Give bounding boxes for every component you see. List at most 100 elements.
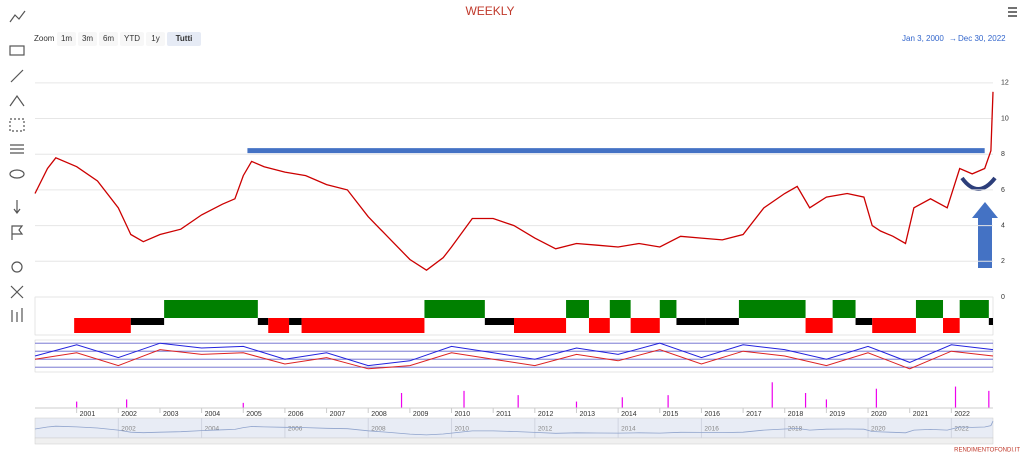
x-tick-label: 2007 bbox=[330, 411, 346, 418]
x-tick-label: 2008 bbox=[371, 411, 387, 418]
zoom-button[interactable] bbox=[57, 32, 76, 46]
zoom-button-label[interactable]: Tutti bbox=[176, 34, 193, 43]
volume-bar bbox=[463, 390, 465, 408]
zoom-button-label[interactable]: 6m bbox=[103, 34, 114, 43]
signal-block bbox=[630, 318, 660, 333]
volume-bar bbox=[242, 402, 244, 408]
signal-block bbox=[257, 318, 269, 325]
signal-block bbox=[566, 300, 589, 318]
zoom-button[interactable] bbox=[78, 32, 97, 46]
tool-icon[interactable] bbox=[9, 10, 26, 23]
x-tick-label: 2011 bbox=[496, 411, 511, 418]
range-from: Jan 3, 2000 bbox=[902, 34, 944, 43]
signal-block bbox=[164, 300, 258, 318]
signal-block bbox=[424, 300, 485, 318]
oscillator-panel bbox=[34, 339, 994, 373]
range-to: Dec 30, 2022 bbox=[958, 34, 1006, 43]
arrow-annotation bbox=[972, 202, 998, 268]
x-tick-label: 2017 bbox=[746, 411, 762, 418]
tool-icon[interactable] bbox=[9, 169, 25, 179]
navigator-tick-label: 2008 bbox=[371, 426, 386, 433]
volume-bar bbox=[126, 399, 128, 408]
volume-bar bbox=[621, 397, 623, 408]
signal-block bbox=[705, 318, 739, 325]
oscillator-line bbox=[34, 342, 994, 367]
x-tick-label: 2010 bbox=[455, 411, 471, 418]
signal-block bbox=[514, 318, 567, 333]
tool-icon[interactable] bbox=[9, 45, 25, 56]
navigator-tick-label: 2006 bbox=[288, 426, 303, 433]
zoom-button[interactable] bbox=[99, 32, 118, 46]
x-tick-label: 2013 bbox=[579, 411, 595, 418]
zoom-button-label[interactable]: YTD bbox=[124, 34, 140, 43]
signal-block bbox=[659, 300, 677, 318]
y-tick-label: 2 bbox=[1001, 258, 1005, 265]
signal-block bbox=[738, 300, 806, 318]
tool-icon[interactable] bbox=[11, 261, 23, 273]
volume-bar bbox=[954, 386, 957, 408]
x-tick-label: 2002 bbox=[121, 411, 137, 418]
volume-bar bbox=[667, 395, 669, 408]
signal-block bbox=[872, 318, 916, 333]
tool-icon[interactable] bbox=[10, 144, 24, 154]
zoom-button-label[interactable]: 1m bbox=[61, 34, 72, 43]
chart-title: WEEKLY bbox=[465, 4, 514, 18]
y-tick-label: 12 bbox=[1001, 80, 1009, 87]
signal-block bbox=[915, 300, 944, 318]
footer: RENDIMENTOFONDI.IT bbox=[954, 448, 1020, 454]
x-tick-label: 2019 bbox=[829, 411, 845, 418]
y-tick-label: 4 bbox=[1001, 222, 1005, 229]
signal-block bbox=[301, 318, 425, 333]
tool-icon[interactable] bbox=[9, 118, 25, 132]
signal-block bbox=[676, 318, 706, 325]
x-tick-label: 2016 bbox=[704, 411, 720, 418]
tool-icon[interactable] bbox=[13, 200, 21, 214]
navigator-tick-label: 2022 bbox=[954, 426, 969, 433]
toolbar[interactable] bbox=[9, 10, 26, 322]
volume-bar bbox=[875, 388, 877, 408]
y-tick-label: 0 bbox=[1001, 294, 1005, 301]
zoom-button-label[interactable]: 1y bbox=[151, 34, 159, 43]
x-tick-label: 2004 bbox=[205, 411, 221, 418]
tool-icon[interactable] bbox=[10, 285, 24, 299]
volume-bar bbox=[575, 401, 578, 408]
signal-block bbox=[943, 318, 960, 333]
oscillator-line bbox=[34, 349, 994, 370]
volume-bar bbox=[804, 393, 807, 408]
range-arrow: → bbox=[949, 34, 957, 43]
tool-icon[interactable] bbox=[10, 69, 24, 83]
x-tick-label: 2014 bbox=[621, 411, 637, 418]
curve-annotation bbox=[960, 176, 997, 191]
x-tick-label: 2018 bbox=[788, 411, 804, 418]
x-tick-label: 2001 bbox=[80, 411, 96, 418]
zoom-button[interactable] bbox=[120, 32, 144, 46]
zoom-label: Zoom bbox=[34, 34, 55, 43]
tool-icon[interactable] bbox=[9, 94, 25, 107]
navigator[interactable] bbox=[34, 417, 994, 439]
volume-bar bbox=[76, 401, 78, 408]
x-tick-label: 2006 bbox=[288, 411, 304, 418]
signal-block bbox=[484, 318, 514, 325]
navigator-tick-label: 2016 bbox=[704, 426, 719, 433]
tool-icon[interactable] bbox=[11, 225, 24, 240]
signal-block bbox=[74, 318, 131, 333]
navigator-line bbox=[34, 420, 994, 436]
tool-icon[interactable] bbox=[11, 308, 23, 322]
navigator-tick-label: 2014 bbox=[621, 426, 636, 433]
x-tick-label: 2003 bbox=[163, 411, 179, 418]
navigator-tick-label: 2020 bbox=[871, 426, 886, 433]
zoom-button-label[interactable]: 3m bbox=[82, 34, 93, 43]
y-tick-label: 8 bbox=[1001, 151, 1005, 158]
navigator-tick-label: 2002 bbox=[121, 426, 136, 433]
y-tick-label: 10 bbox=[1001, 115, 1009, 122]
scrollbar[interactable] bbox=[34, 437, 994, 445]
menu-button[interactable] bbox=[1008, 7, 1017, 17]
zoom-button[interactable] bbox=[167, 32, 201, 46]
zoom-button[interactable] bbox=[146, 32, 165, 46]
signal-block bbox=[805, 318, 833, 333]
navigator-tick-label: 2010 bbox=[455, 426, 470, 433]
x-tick-label: 2021 bbox=[913, 411, 929, 418]
volume-bar bbox=[825, 399, 827, 408]
